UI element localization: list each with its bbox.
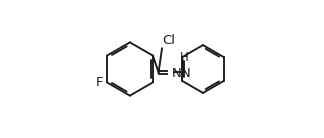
Text: N: N [180,67,190,80]
Text: Cl: Cl [163,34,176,47]
Text: F: F [96,76,103,89]
Text: N: N [172,67,181,80]
Text: H: H [180,51,189,63]
